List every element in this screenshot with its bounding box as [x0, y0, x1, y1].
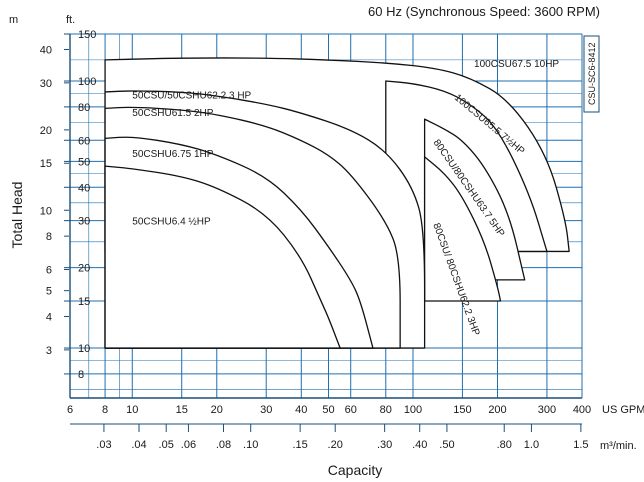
m-tick-label: 3	[46, 345, 52, 357]
m-tick-label: 5	[46, 286, 52, 298]
m3-tick-label: 1.0	[524, 439, 539, 451]
ft-tick-label: 40	[78, 182, 90, 194]
m3-tick-label: .08	[216, 439, 231, 451]
ft-tick-label: 150	[78, 29, 96, 41]
m-tick-label: 15	[40, 158, 52, 170]
m3-tick-label: .20	[328, 439, 343, 451]
performance-curves	[104, 57, 570, 349]
gpm-tick-label: 6	[67, 404, 73, 416]
gpm-tick-label: 200	[488, 404, 506, 416]
ft-tick-label: 60	[78, 135, 90, 147]
m3-tick-label: .10	[243, 439, 258, 451]
gpm-tick-label: 80	[380, 404, 392, 416]
gpm-tick-label: 10	[126, 404, 138, 416]
m-tick-label: 4	[46, 312, 52, 324]
m3-tick-label: .04	[131, 439, 146, 451]
m-tick-label: 30	[40, 78, 52, 90]
gpm-tick-label: 20	[211, 404, 223, 416]
ft-tick-label: 80	[78, 102, 90, 114]
m3-tick-label: .06	[181, 439, 196, 451]
curve-4	[423, 156, 502, 302]
ft-tick-label: 20	[78, 263, 90, 275]
gpm-tick-label: 400	[573, 404, 591, 416]
gpm-tick-label: 60	[345, 404, 357, 416]
m3-tick-label: .40	[412, 439, 427, 451]
curve-label: 50CSHU61.5 2HP	[132, 108, 213, 119]
gpm-tick-label: 150	[453, 404, 471, 416]
ft-tick-label: 100	[78, 76, 96, 88]
gpm-tick-label: 50	[322, 404, 334, 416]
feet-unit-label: ft.	[66, 14, 75, 26]
ft-tick-label: 10	[78, 343, 90, 355]
m3-tick-label: .30	[377, 439, 392, 451]
axis-ticks: 6 8 10 15 20 30 40 50 60 80 100 150 200 300 400 .03 .04.…	[40, 29, 591, 451]
m-tick-label: 6	[46, 265, 52, 277]
m-tick-label: 20	[40, 125, 52, 137]
ft-tick-label: 30	[78, 216, 90, 228]
gpm-tick-label: 30	[260, 404, 272, 416]
curve-0	[104, 165, 341, 349]
figure-code: CSU-SC6-8412	[587, 42, 597, 105]
y-axis-label: Total Head	[9, 182, 25, 249]
curve-label: 50CSHU6.75 1HP	[132, 149, 213, 160]
m3-tick-label: .03	[96, 439, 111, 451]
gpm-tick-label: 8	[102, 404, 108, 416]
chart-title: 60 Hz (Synchronous Speed: 3600 RPM)	[368, 4, 600, 19]
curve-label: 50CSU/50CSHU62.2 3 HP	[132, 91, 251, 102]
gpm-unit-label: US GPM	[602, 404, 644, 416]
ft-tick-label: 8	[78, 369, 84, 381]
x-axis-label: Capacity	[328, 462, 382, 478]
figure-code-box	[583, 35, 600, 113]
gpm-tick-label: 15	[176, 404, 188, 416]
ft-tick-label: 50	[78, 156, 90, 168]
curve-label: 50CSHU6.4 ½HP	[132, 217, 211, 228]
gpm-tick-label: 300	[538, 404, 556, 416]
meter-unit-label: m	[9, 14, 18, 26]
ft-tick-label: 15	[78, 296, 90, 308]
m-tick-label: 8	[46, 231, 52, 243]
m-tick-label: 40	[40, 44, 52, 56]
curve-label: 100CSU67.5 10HP	[474, 59, 559, 70]
m3-unit-label: m³/min.	[600, 440, 637, 452]
m3-tick-label: .05	[159, 439, 174, 451]
m3-tick-label: .80	[497, 439, 512, 451]
m3-tick-label: 1.5	[573, 439, 588, 451]
m3-tick-label: .15	[292, 439, 307, 451]
m-tick-label: 10	[40, 205, 52, 217]
gpm-tick-label: 40	[295, 404, 307, 416]
gpm-tick-label: 100	[404, 404, 422, 416]
m3-tick-label: .50	[439, 439, 454, 451]
plot-frame	[69, 34, 582, 425]
